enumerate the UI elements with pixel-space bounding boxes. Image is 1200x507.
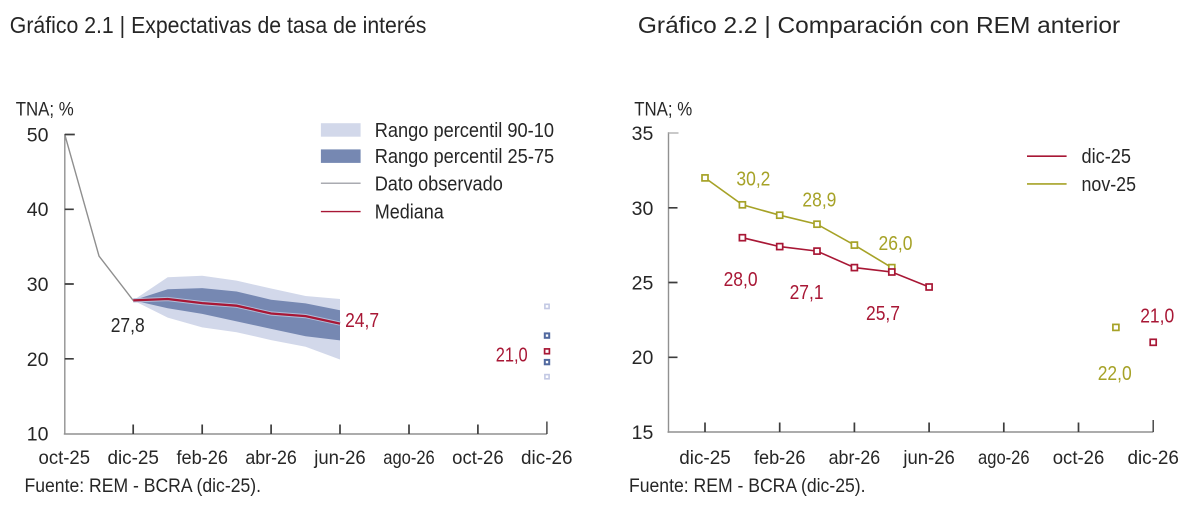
svg-text:Fuente: REM - BCRA (dic-25).: Fuente: REM - BCRA (dic-25). <box>629 475 866 497</box>
svg-text:25: 25 <box>632 273 654 295</box>
svg-text:abr-26: abr-26 <box>245 447 297 469</box>
svg-text:15: 15 <box>632 422 654 444</box>
svg-text:40: 40 <box>27 199 49 221</box>
svg-text:Mediana: Mediana <box>375 202 445 224</box>
svg-text:Fuente: REM - BCRA (dic-25).: Fuente: REM - BCRA (dic-25). <box>25 475 262 497</box>
svg-text:jun-26: jun-26 <box>902 447 954 469</box>
svg-text:Rango percentil 25-75: Rango percentil 25-75 <box>375 146 555 168</box>
svg-text:Gráfico 2.2 | Comparación con: Gráfico 2.2 | Comparación con REM anteri… <box>638 12 1121 38</box>
svg-text:30: 30 <box>27 274 49 296</box>
svg-text:30: 30 <box>632 198 654 220</box>
svg-text:oct-25: oct-25 <box>39 447 91 469</box>
svg-text:27,8: 27,8 <box>111 314 145 337</box>
svg-text:oct-26: oct-26 <box>1053 447 1105 469</box>
svg-text:dic-25: dic-25 <box>107 447 159 469</box>
svg-text:21,0: 21,0 <box>1140 305 1174 328</box>
svg-text:Rango percentil 90-10: Rango percentil 90-10 <box>375 120 554 142</box>
svg-text:Dato observado: Dato observado <box>375 173 503 195</box>
svg-text:24,7: 24,7 <box>345 309 379 332</box>
svg-text:22,0: 22,0 <box>1098 362 1132 385</box>
svg-text:feb-26: feb-26 <box>176 447 228 469</box>
svg-text:dic-26: dic-26 <box>1127 447 1179 469</box>
svg-text:30,2: 30,2 <box>736 168 770 191</box>
svg-text:20: 20 <box>27 349 49 371</box>
svg-text:21,0: 21,0 <box>496 344 528 367</box>
svg-text:TNA; %: TNA; % <box>634 99 692 121</box>
svg-text:oct-26: oct-26 <box>452 447 504 469</box>
svg-text:28,9: 28,9 <box>802 188 836 211</box>
svg-text:ago-26: ago-26 <box>978 447 1030 469</box>
svg-text:20: 20 <box>632 347 654 369</box>
svg-text:abr-26: abr-26 <box>829 447 881 469</box>
svg-text:nov-25: nov-25 <box>1082 174 1137 196</box>
svg-text:jun-26: jun-26 <box>313 447 365 469</box>
svg-text:dic-25: dic-25 <box>1082 146 1132 168</box>
svg-text:dic-26: dic-26 <box>521 447 573 469</box>
svg-text:Gráfico 2.1 | Expectativas de: Gráfico 2.1 | Expectativas de tasa de in… <box>10 12 427 38</box>
svg-text:TNA; %: TNA; % <box>16 99 74 121</box>
svg-text:dic-25: dic-25 <box>679 447 731 469</box>
svg-text:ago-26: ago-26 <box>383 447 435 469</box>
svg-text:28,0: 28,0 <box>724 268 758 291</box>
svg-text:feb-26: feb-26 <box>754 447 806 469</box>
svg-text:50: 50 <box>27 125 49 147</box>
svg-text:27,1: 27,1 <box>790 281 824 304</box>
svg-text:35: 35 <box>632 123 654 145</box>
svg-text:10: 10 <box>27 424 49 446</box>
svg-text:26,0: 26,0 <box>879 232 913 255</box>
svg-text:25,7: 25,7 <box>866 302 900 325</box>
